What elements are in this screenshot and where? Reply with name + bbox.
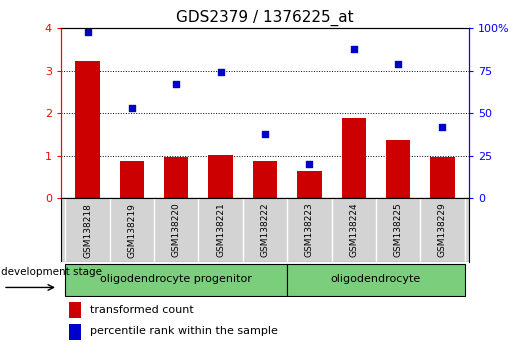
Text: percentile rank within the sample: percentile rank within the sample <box>90 326 277 336</box>
Text: GSM138225: GSM138225 <box>394 203 403 257</box>
Point <box>305 161 314 167</box>
Bar <box>297 171 322 198</box>
Point <box>349 46 358 52</box>
Text: GSM138224: GSM138224 <box>349 203 358 257</box>
Bar <box>341 118 366 198</box>
Text: GSM138221: GSM138221 <box>216 203 225 257</box>
Point <box>83 29 92 35</box>
Bar <box>253 161 277 198</box>
Text: development stage: development stage <box>1 267 102 277</box>
Point <box>172 81 181 87</box>
Text: GSM138219: GSM138219 <box>127 202 136 258</box>
Bar <box>386 139 410 198</box>
Bar <box>69 302 82 318</box>
Title: GDS2379 / 1376225_at: GDS2379 / 1376225_at <box>176 9 354 25</box>
Bar <box>75 62 100 198</box>
Point <box>216 70 225 75</box>
Text: GSM138220: GSM138220 <box>172 203 181 257</box>
Bar <box>287 264 465 296</box>
Bar <box>120 161 144 198</box>
Text: GSM138222: GSM138222 <box>261 203 269 257</box>
Point <box>128 105 136 111</box>
Text: GSM138223: GSM138223 <box>305 203 314 257</box>
Text: GSM138229: GSM138229 <box>438 203 447 257</box>
Bar <box>69 324 82 340</box>
Text: oligodendrocyte progenitor: oligodendrocyte progenitor <box>100 274 252 284</box>
Point <box>261 131 269 137</box>
Text: oligodendrocyte: oligodendrocyte <box>331 274 421 284</box>
Point <box>394 61 402 67</box>
Point <box>438 124 447 130</box>
Bar <box>65 264 287 296</box>
Bar <box>164 157 189 198</box>
Text: transformed count: transformed count <box>90 305 193 315</box>
Bar <box>208 155 233 198</box>
Bar <box>430 157 455 198</box>
Text: GSM138218: GSM138218 <box>83 202 92 258</box>
